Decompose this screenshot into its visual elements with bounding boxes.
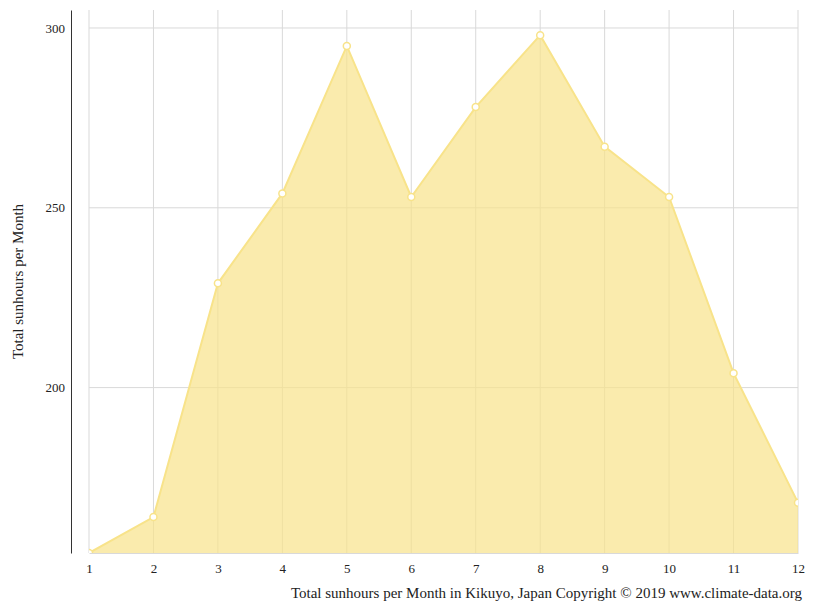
x-tick: 3 <box>215 553 222 576</box>
y-tick: 300 <box>46 21 72 36</box>
x-grid-line <box>798 10 799 553</box>
x-tick: 5 <box>344 553 351 576</box>
y-tick-label: 250 <box>46 200 66 215</box>
x-tick: 12 <box>792 553 805 576</box>
x-grid-line <box>89 10 90 553</box>
x-tick: 1 <box>86 553 93 576</box>
x-tick-label: 2 <box>151 561 158 576</box>
y-tick: 250 <box>46 200 72 215</box>
y-axis-line <box>71 11 72 554</box>
x-tick-label: 10 <box>663 561 676 576</box>
marker[interactable] <box>150 514 157 521</box>
y-axis: 200 250 300 <box>46 11 72 554</box>
x-tick: 8 <box>537 553 544 576</box>
x-tick: 6 <box>409 553 416 576</box>
marker[interactable] <box>730 370 737 377</box>
marker[interactable] <box>214 280 221 287</box>
x-tick-label: 3 <box>215 561 222 576</box>
area <box>89 35 798 553</box>
y-tick: 200 <box>46 380 72 395</box>
x-tick-label: 12 <box>792 561 805 576</box>
x-tick: 11 <box>728 553 741 576</box>
x-tick: 7 <box>473 553 480 576</box>
x-axis: 123456789101112 <box>86 553 805 576</box>
marker[interactable] <box>795 499 799 506</box>
marker[interactable] <box>343 42 350 49</box>
marker[interactable] <box>89 550 93 554</box>
x-tick-label: 11 <box>728 561 741 576</box>
x-tick-label: 6 <box>409 561 416 576</box>
line <box>89 35 798 553</box>
x-tick-label: 8 <box>537 561 544 576</box>
y-tick-label: 300 <box>46 21 66 36</box>
marker[interactable] <box>279 190 286 197</box>
plot-area <box>89 32 798 553</box>
x-tick-label: 9 <box>602 561 609 576</box>
x-tick-label: 1 <box>86 561 93 576</box>
y-axis-title: Total sunhours per Month <box>10 203 26 359</box>
x-tick: 10 <box>663 553 676 576</box>
x-tick-label: 5 <box>344 561 351 576</box>
chart: 200250300123456789101112Total sunhours p… <box>0 0 815 611</box>
chart-title: Total sunhours per Month in Kikuyo, Japa… <box>291 585 803 601</box>
x-grid-line <box>153 10 154 553</box>
marker[interactable] <box>537 32 544 39</box>
marker[interactable] <box>408 193 415 200</box>
marker[interactable] <box>472 104 479 111</box>
x-tick-label: 4 <box>280 561 287 576</box>
x-tick: 9 <box>602 553 609 576</box>
y-grid-line <box>89 27 798 28</box>
y-tick-mark <box>65 388 71 389</box>
marker[interactable] <box>601 143 608 150</box>
x-tick: 4 <box>280 553 287 576</box>
x-axis-line <box>90 553 799 554</box>
x-tick: 2 <box>151 553 158 576</box>
y-tick-mark <box>65 28 71 29</box>
y-tick-mark <box>65 208 71 209</box>
x-tick-label: 7 <box>473 561 480 576</box>
grid <box>89 10 798 553</box>
marker[interactable] <box>666 193 673 200</box>
y-tick-label: 200 <box>46 380 66 395</box>
